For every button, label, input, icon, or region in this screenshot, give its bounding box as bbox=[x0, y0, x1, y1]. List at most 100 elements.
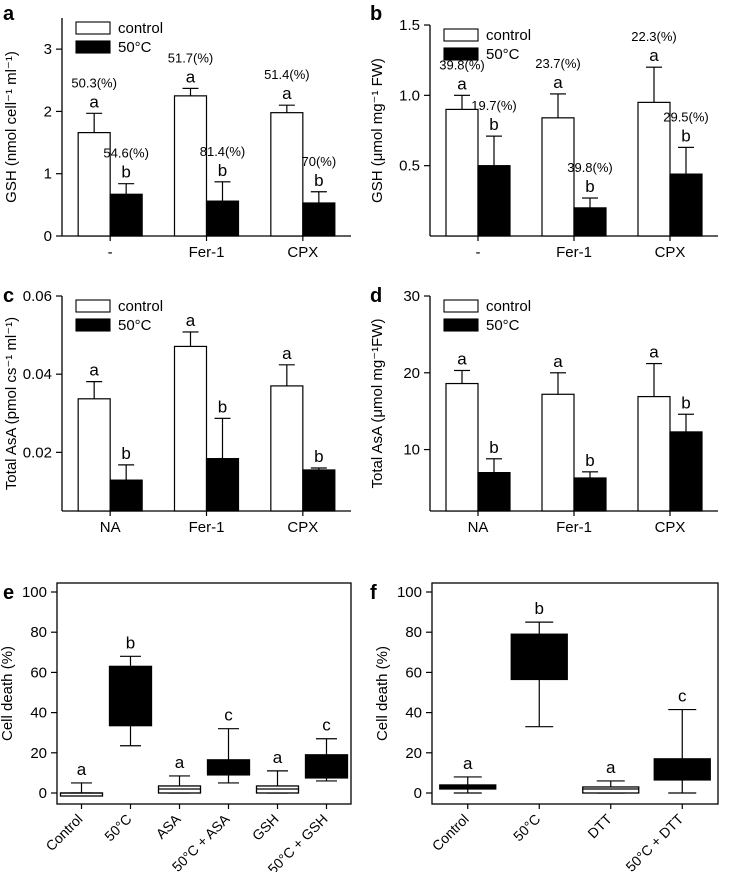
significance-letter: a bbox=[649, 343, 659, 362]
panel-letter: b bbox=[370, 3, 382, 25]
significance-letter: b bbox=[535, 599, 544, 618]
percent-label: 70(%) bbox=[301, 154, 336, 169]
y-tick-label: 0.5 bbox=[399, 158, 420, 175]
box bbox=[582, 786, 640, 794]
y-tick-label: 100 bbox=[22, 584, 47, 601]
bar-50c bbox=[109, 193, 143, 237]
y-tick-label: 0 bbox=[39, 785, 47, 802]
percent-label: 39.8(%) bbox=[567, 160, 613, 175]
y-axis-label: GSH (μmol mg⁻¹ FW) bbox=[369, 58, 386, 203]
y-tick-label: 0 bbox=[44, 228, 52, 245]
x-tick-label: Control bbox=[429, 811, 472, 854]
significance-letter: a bbox=[553, 73, 563, 92]
panel-letter: a bbox=[3, 3, 15, 25]
bar-50c bbox=[302, 469, 336, 512]
y-tick-label: 80 bbox=[405, 624, 422, 641]
bar-control bbox=[77, 132, 111, 237]
panel-letter: d bbox=[370, 285, 382, 307]
x-tick-label: CPX bbox=[287, 519, 318, 536]
significance-letter: b bbox=[681, 126, 690, 145]
significance-letter: b bbox=[121, 163, 130, 182]
percent-label: 51.4(%) bbox=[264, 67, 310, 82]
legend-swatch-50c bbox=[443, 47, 479, 61]
y-tick-label: 80 bbox=[30, 624, 47, 641]
percent-label: 23.7(%) bbox=[535, 56, 581, 71]
percent-label: 19.7(%) bbox=[471, 98, 517, 113]
significance-letter: c bbox=[678, 687, 687, 706]
y-tick-label: 40 bbox=[405, 705, 422, 722]
significance-letter: a bbox=[77, 760, 87, 779]
significance-letter: c bbox=[224, 706, 233, 725]
y-tick-label: 0.04 bbox=[23, 366, 52, 383]
significance-letter: b bbox=[585, 177, 594, 196]
significance-letter: a bbox=[186, 311, 196, 330]
significance-letter: a bbox=[649, 46, 659, 65]
panel-letter: c bbox=[3, 285, 14, 307]
y-tick-label: 3 bbox=[44, 41, 52, 58]
percent-label: 81.4(%) bbox=[200, 144, 246, 159]
x-tick-label: ASA bbox=[152, 810, 184, 842]
panel-letter: e bbox=[3, 582, 14, 604]
significance-letter: a bbox=[457, 74, 467, 93]
legend-swatch-control bbox=[75, 21, 111, 35]
bar-control bbox=[541, 393, 575, 512]
y-tick-label: 60 bbox=[405, 664, 422, 681]
legend-label: control bbox=[118, 298, 163, 315]
percent-label: 50.3(%) bbox=[71, 75, 117, 90]
bar-control bbox=[270, 112, 304, 237]
legend-label: 50°C bbox=[486, 317, 520, 334]
bar-50c bbox=[109, 479, 143, 512]
significance-letter: b bbox=[314, 447, 323, 466]
legend-label: 50°C bbox=[118, 317, 152, 334]
percent-label: 51.7(%) bbox=[168, 50, 214, 65]
y-tick-label: 0.06 bbox=[23, 288, 52, 305]
bar-50c bbox=[205, 458, 240, 512]
legend-label: 50°C bbox=[118, 39, 152, 56]
bar-50c bbox=[205, 200, 240, 237]
y-axis-label: Cell death (%) bbox=[0, 646, 16, 741]
plot-frame bbox=[56, 582, 352, 805]
bar-50c bbox=[302, 202, 336, 237]
x-tick-label: 50°C bbox=[510, 811, 543, 844]
bar-50c bbox=[477, 165, 511, 237]
x-tick-label: CPX bbox=[655, 244, 686, 261]
significance-letter: a bbox=[282, 344, 292, 363]
bar-50c bbox=[573, 477, 607, 512]
significance-letter: b bbox=[121, 444, 130, 463]
legend-swatch-control bbox=[75, 299, 111, 313]
legend-label: control bbox=[486, 27, 531, 44]
significance-letter: b bbox=[681, 393, 690, 412]
y-tick-label: 2 bbox=[44, 103, 52, 120]
bar-control bbox=[637, 101, 671, 237]
y-tick-label: 40 bbox=[30, 705, 47, 722]
x-tick-label: DTT bbox=[584, 810, 615, 841]
significance-letter: a bbox=[282, 84, 292, 103]
significance-letter: a bbox=[553, 352, 563, 371]
y-tick-label: 1.0 bbox=[399, 87, 420, 104]
bar-50c bbox=[477, 472, 511, 512]
legend-swatch-50c bbox=[75, 318, 111, 332]
panel-a: a 0 1 2 3 GSH (nmol cell⁻¹ ml⁻¹) - a 50.3(%) b 54.… bbox=[3, 3, 351, 261]
significance-letter: a bbox=[273, 748, 283, 767]
y-tick-label: 1.5 bbox=[399, 17, 420, 34]
y-tick-label: 0.02 bbox=[23, 444, 52, 461]
bar-50c bbox=[669, 173, 703, 237]
significance-letter: a bbox=[89, 92, 99, 111]
significance-letter: b bbox=[218, 397, 227, 416]
legend-swatch-50c bbox=[75, 40, 111, 54]
significance-letter: b bbox=[489, 115, 498, 134]
y-tick-label: 20 bbox=[405, 745, 422, 762]
y-tick-label: 20 bbox=[403, 365, 420, 382]
significance-letter: b bbox=[218, 161, 227, 180]
y-tick-label: 100 bbox=[397, 584, 422, 601]
percent-label: 54.6(%) bbox=[103, 146, 149, 161]
bar-50c bbox=[573, 207, 607, 237]
bar-control bbox=[445, 108, 479, 237]
y-axis-label: Total AsA (μmol mg⁻¹FW) bbox=[369, 319, 386, 489]
y-tick-label: 30 bbox=[403, 288, 420, 305]
plot-frame bbox=[431, 582, 719, 805]
x-tick-label: Fer-1 bbox=[189, 519, 225, 536]
y-tick-label: 0 bbox=[414, 785, 422, 802]
